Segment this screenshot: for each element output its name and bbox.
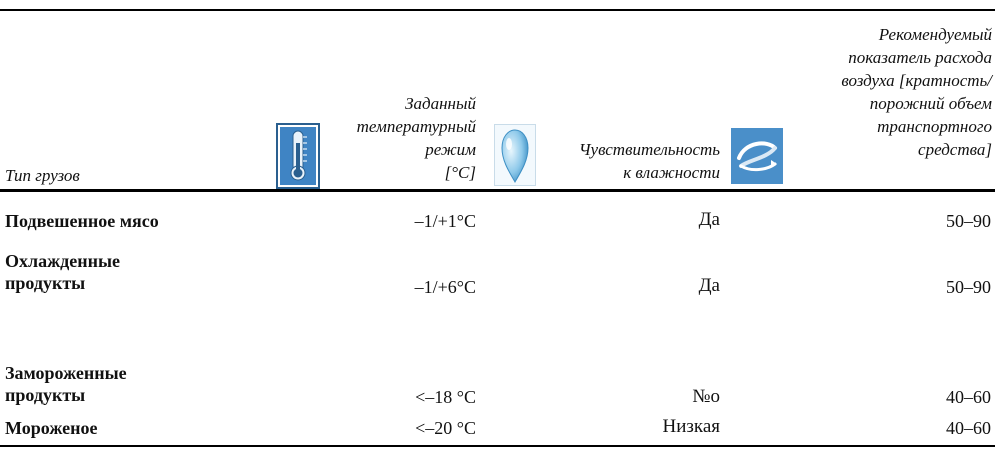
row-cargo-name: Подвешенное мясо: [5, 211, 159, 231]
header-humidity: Чувствительность к влажности: [520, 138, 720, 184]
airflow-icon: [731, 128, 783, 184]
header-humidity-line: Чувствительность: [578, 140, 720, 159]
row-airflow: 50–90: [946, 211, 991, 231]
header-humidity-line: к влажности: [623, 163, 720, 182]
row-cargo-name-line: Охлажденные: [5, 251, 121, 271]
row-temperature: –1/+1°C: [414, 211, 476, 231]
thermometer-icon: [276, 123, 320, 189]
row-cargo-name: Мороженое: [5, 418, 98, 438]
header-airflow-line: воздуха [кратность/: [841, 71, 992, 90]
row-airflow: 40–60: [946, 387, 991, 407]
header-airflow-line: Рекомендуемый: [878, 25, 992, 44]
row-humidity: Низкая: [662, 416, 720, 437]
header-temperature-line: [°C]: [444, 163, 476, 182]
water-drop-icon: [494, 124, 536, 186]
header-airflow-line: показатель расхода: [848, 48, 992, 67]
row-airflow: 50–90: [946, 277, 991, 297]
row-temperature: <–18 °C: [415, 387, 476, 407]
header-airflow-line: порожний объем: [869, 94, 992, 113]
header-temperature: Заданный температурный режим [°C]: [300, 92, 476, 184]
row-cargo-name-line: Замороженные: [5, 363, 127, 383]
row-cargo-name-line: продукты: [5, 273, 86, 293]
header-airflow-line: транспортного: [877, 117, 992, 136]
header-cargo-type: Тип грузов: [5, 166, 80, 185]
header-temperature-line: Заданный: [405, 94, 476, 113]
row-temperature: –1/+6°C: [414, 277, 476, 297]
table-top-rule: [0, 9, 995, 11]
header-rule: [0, 189, 995, 192]
header-airflow: Рекомендуемый показатель расхода воздуха…: [772, 23, 992, 161]
row-cargo-name: Охлажденные продукты: [5, 250, 245, 294]
row-airflow: 40–60: [946, 418, 991, 438]
header-temperature-line: температурный: [356, 117, 476, 136]
header-temperature-line: режим: [425, 140, 476, 159]
row-humidity: №о: [692, 386, 720, 407]
row-temperature: <–20 °C: [415, 418, 476, 438]
row-humidity: Да: [698, 209, 720, 230]
header-airflow-line: средства]: [918, 140, 992, 159]
table-bottom-rule: [0, 445, 995, 447]
row-cargo-name-line: продукты: [5, 385, 86, 405]
row-humidity: Да: [698, 275, 720, 296]
row-cargo-name: Замороженные продукты: [5, 362, 245, 406]
